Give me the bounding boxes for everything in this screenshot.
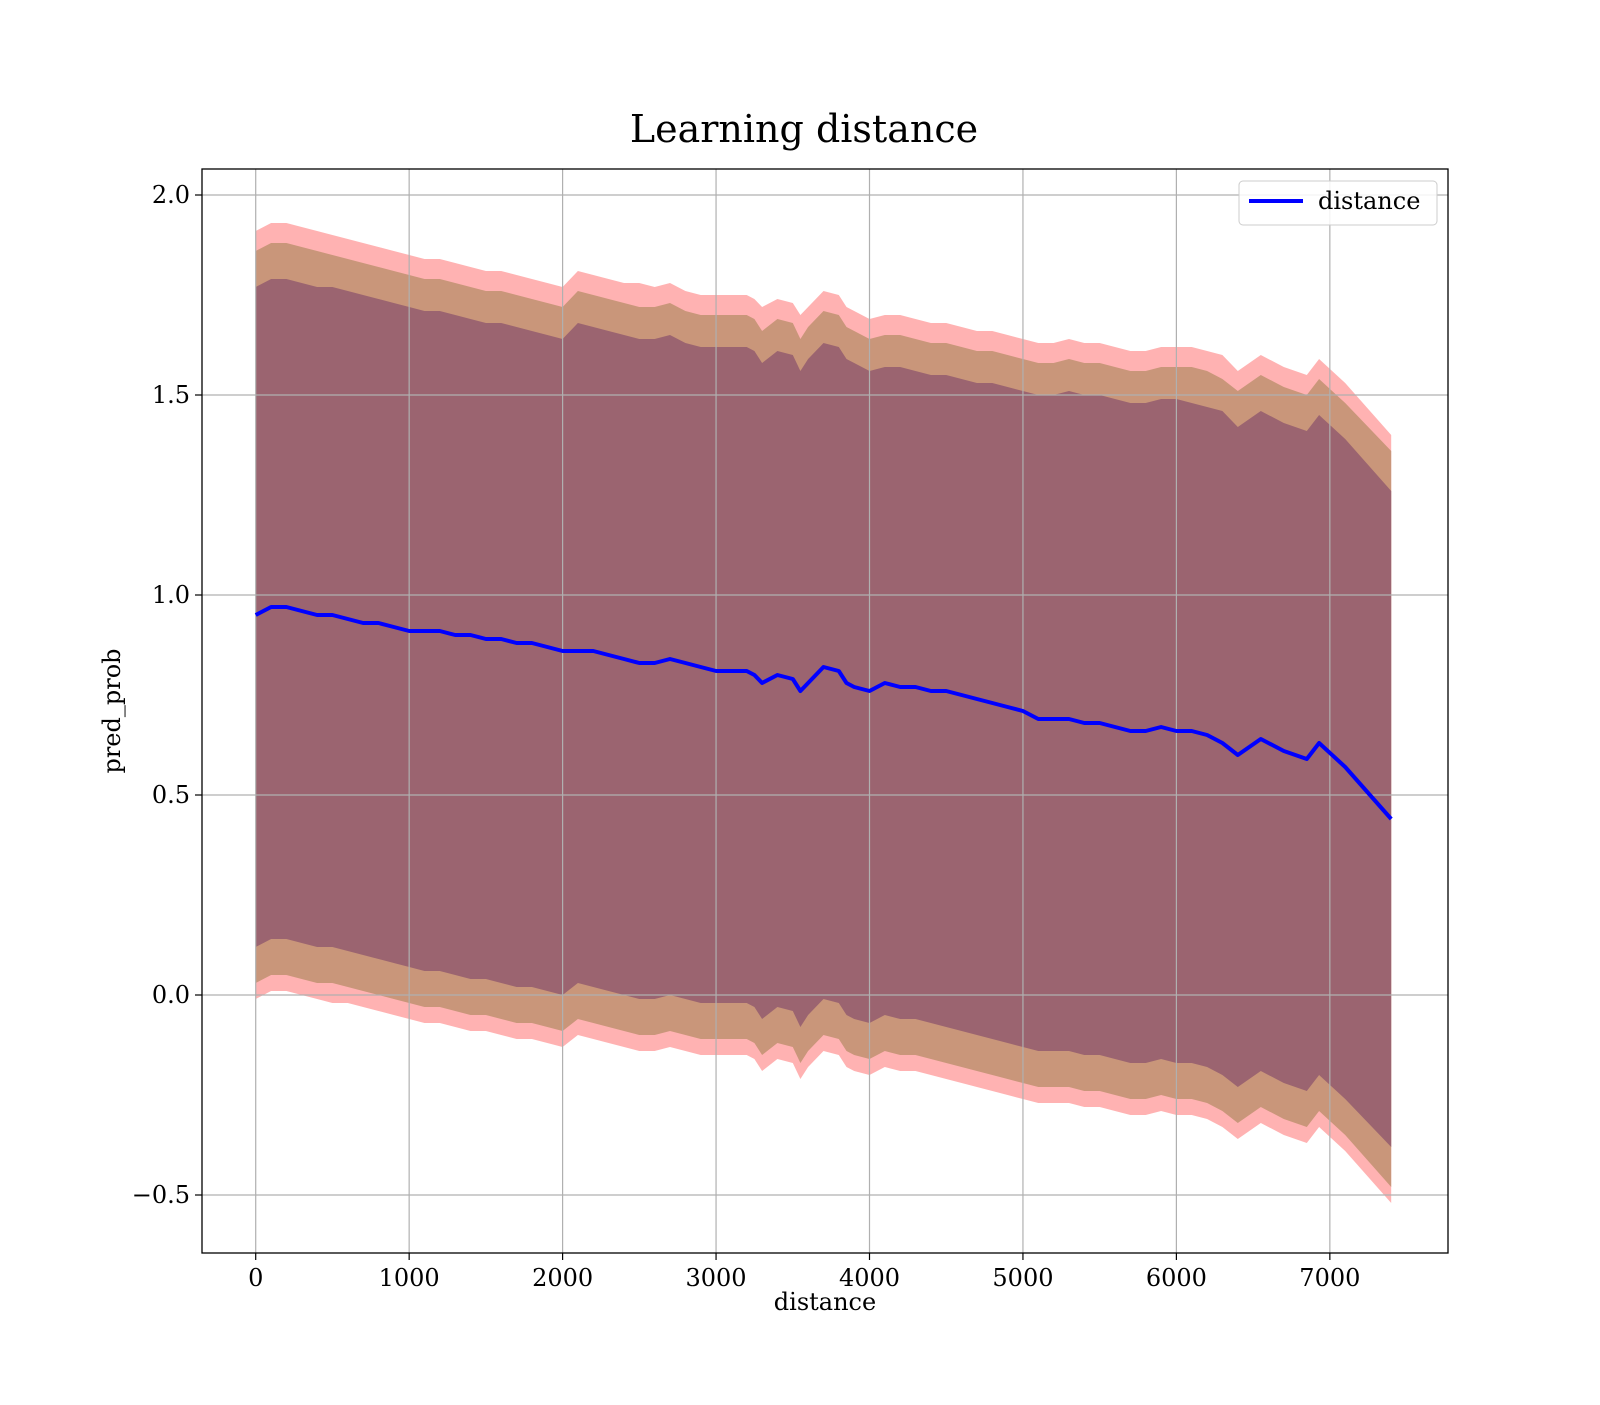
band-inner-area [255, 279, 1392, 1147]
x-tick-label: 1000 [379, 1264, 440, 1292]
legend: distance [1238, 180, 1438, 226]
x-tick-label: 7000 [1299, 1264, 1360, 1292]
legend-label-distance: distance [1318, 187, 1420, 215]
confidence-bands [255, 223, 1392, 1203]
chart-title: Learning distance [630, 107, 978, 151]
x-tick-label: 5000 [992, 1264, 1053, 1292]
y-tick-label: 1.0 [152, 581, 190, 609]
plot-area-frame [201, 168, 1449, 1254]
x-tick-label: 6000 [1146, 1264, 1207, 1292]
y-tick-label: 1.5 [152, 381, 190, 409]
y-tick-label: 0.0 [152, 981, 190, 1009]
y-axis-label: pred_prob [98, 648, 126, 773]
legend-box [1238, 180, 1438, 226]
series-lines [254, 605, 1393, 821]
series-line-distance [254, 605, 1393, 821]
x-tick-label: 2000 [532, 1264, 593, 1292]
y-tick-label: 0.5 [152, 781, 190, 809]
x-tick-label: 3000 [686, 1264, 747, 1292]
y-tick-label: −0.5 [132, 1181, 190, 1209]
x-axis-label: distance [774, 1288, 876, 1316]
grid-lines [202, 169, 1448, 1253]
x-tick-label: 0 [248, 1264, 263, 1292]
axis-ticks: 0 1000 2000 3000 4000 5000 6000 7000 −0.5 0.0 0.5 1… [132, 181, 1361, 1292]
x-tick-label: 4000 [839, 1264, 900, 1292]
y-tick-label: 2.0 [152, 181, 190, 209]
